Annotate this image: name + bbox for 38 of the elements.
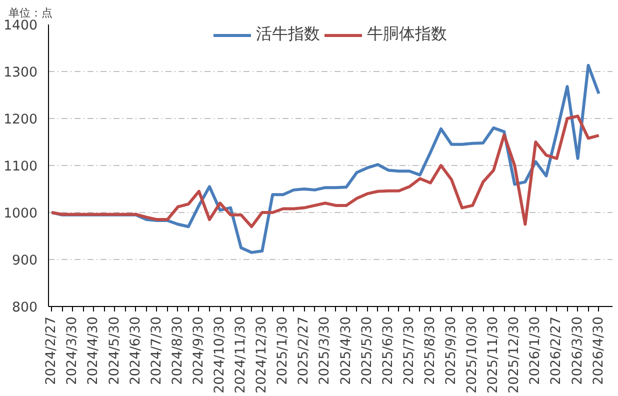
x-tick-label: 2024/10/30 — [212, 316, 228, 394]
x-tick-label: 2024/5/30 — [107, 316, 122, 385]
y-tick-label: 1100 — [4, 160, 38, 174]
y-tick-label: 800 — [12, 300, 38, 316]
x-tick-label: 2026/3/30 — [570, 316, 586, 385]
y-tick-label: 1400 — [4, 18, 38, 34]
x-tick-label: 2024/3/30 — [65, 316, 80, 385]
x-tick-label: 2024/2/27 — [44, 316, 60, 385]
y-tick-label: 1000 — [4, 206, 38, 222]
line-series — [50, 114, 600, 228]
x-tick-label: 2025/5/30 — [360, 316, 375, 385]
x-tick-label: 2026/1/30 — [528, 316, 544, 385]
x-tick-label: 2025/9/30 — [444, 316, 460, 385]
x-tick-label: 2025/12/30 — [507, 316, 522, 394]
x-tick-label: 2024/12/30 — [254, 316, 270, 394]
x-tick-label: 2024/11/30 — [234, 316, 249, 394]
x-tick-label: 2024/6/30 — [128, 316, 144, 385]
x-tick-label: 2025/1/30 — [276, 316, 291, 385]
x-tick-label: 2025/3/30 — [318, 316, 333, 385]
x-tick-label: 2024/4/30 — [86, 316, 102, 385]
text: 单位：点 — [8, 6, 52, 20]
x-tick-label: 2025/2/27 — [296, 316, 312, 385]
x-tick-label: 2024/7/30 — [149, 316, 164, 385]
legend-label: 活牛指数 — [256, 24, 320, 45]
y-tick-label: 1300 — [4, 66, 38, 80]
x-tick-label: 2025/6/30 — [380, 316, 396, 385]
x-tick-label: 2024/9/30 — [191, 316, 206, 385]
x-tick-label: 2026/4/30 — [591, 316, 606, 385]
x-tick-label: 2025/8/30 — [422, 316, 438, 385]
y-tick-label: 1200 — [4, 112, 38, 128]
y-tick-label: 900 — [12, 254, 38, 268]
legend-label: 牛胴体指数 — [367, 24, 447, 45]
x-tick-label: 2025/11/30 — [486, 316, 502, 394]
x-tick-label: 2024/8/30 — [170, 316, 186, 385]
x-tick-label: 2025/7/30 — [402, 316, 417, 385]
x-tick-label: 2026/2/27 — [549, 316, 564, 385]
x-tick-label: 2025/4/30 — [338, 316, 354, 385]
x-tick-label: 2025/10/30 — [465, 316, 480, 394]
